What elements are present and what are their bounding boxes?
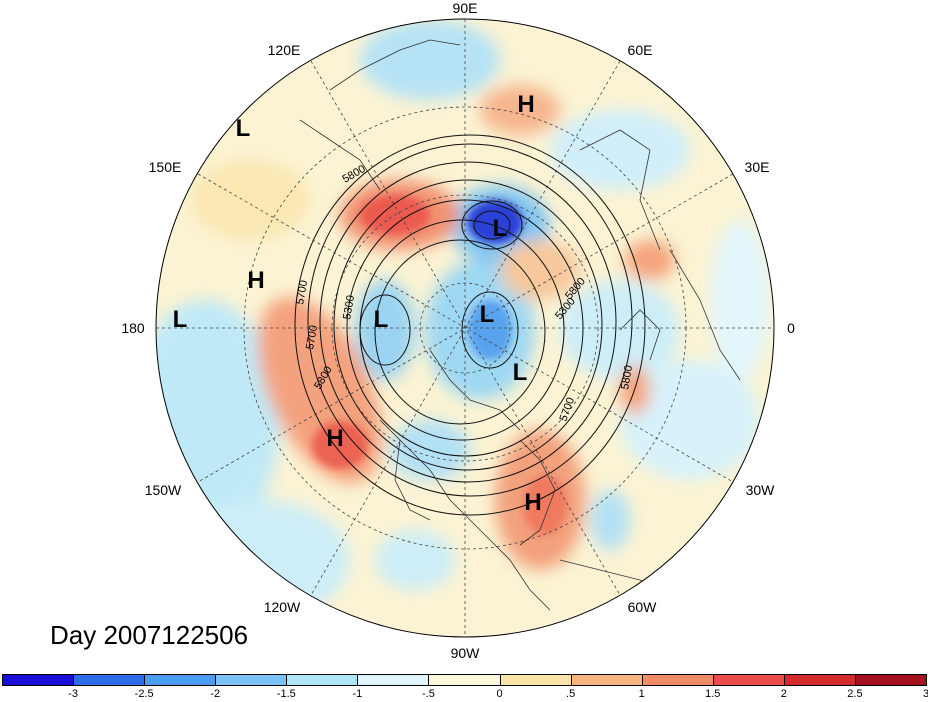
pressure-center-label: L — [493, 215, 508, 242]
contour-label: 5800 — [619, 364, 635, 390]
colorbar-tick-label: -1 — [352, 688, 363, 700]
colorbar-tick-label: 2.5 — [847, 688, 863, 700]
pressure-center-label: H — [517, 91, 534, 118]
colorbar-box — [286, 674, 359, 686]
colorbar-tick-label: .5 — [566, 688, 576, 700]
colorbar-tick-label: 1 — [638, 688, 645, 700]
colorbar-box — [641, 674, 714, 686]
colorbar-box — [144, 674, 217, 686]
colorbar-box — [570, 674, 643, 686]
colorbar-tick-label: 0 — [496, 688, 503, 700]
colorbar-box — [499, 674, 572, 686]
colorbar-tick-label: -3 — [68, 688, 78, 700]
colorbar-tick-label: -2 — [210, 688, 221, 700]
colorbar-tick-label: 1.5 — [705, 688, 721, 700]
colorbar-tick-label: -2.5 — [134, 688, 154, 700]
colorbar-box — [854, 674, 927, 686]
map-boundary — [155, 18, 775, 638]
date-label: Day 2007122506 — [50, 620, 249, 650]
pressure-center-label: L — [173, 306, 188, 333]
lon-label-60e: 60E — [628, 42, 653, 58]
colorbar-box — [428, 674, 501, 686]
contour-label: 5700 — [304, 324, 320, 350]
colorbar-tick-label: -1.5 — [276, 688, 296, 700]
coastlines — [299, 39, 741, 611]
colorbar-box — [2, 674, 75, 686]
lon-label-120w: 120W — [264, 599, 301, 615]
lon-label-30e: 30E — [745, 159, 770, 175]
colorbar-box — [712, 674, 785, 686]
colorbar-box — [73, 674, 146, 686]
contour-label: 5700 — [294, 279, 310, 305]
height-contours — [294, 134, 646, 516]
colorbar-box — [357, 674, 430, 686]
anomaly-field — [156, 19, 774, 637]
pressure-center-label: H — [524, 489, 541, 516]
colorbar-tick-label: 3 — [922, 688, 928, 700]
lon-label-150e: 150E — [149, 159, 182, 175]
graticule — [156, 19, 774, 637]
lon-label-180: 180 — [121, 320, 145, 336]
colorbar-tick-label: 2 — [780, 688, 787, 700]
lon-label-60w: 60W — [628, 599, 658, 615]
lon-label-120e: 120E — [268, 42, 301, 58]
lon-label-30w: 30W — [746, 482, 776, 498]
colorbar-box — [783, 674, 856, 686]
colorbar-tick-label: -.5 — [422, 688, 435, 700]
colorbar: -3 -2.5 -2 -1.5 -1 -.5 0 .5 1 1.5 2 2.5 3 — [0, 674, 928, 702]
pressure-center-label: H — [247, 267, 264, 294]
lon-label-150w: 150W — [145, 482, 182, 498]
pressure-center-label: L — [236, 115, 251, 142]
pressure-center-label: L — [374, 306, 389, 333]
lon-label-90w: 90W — [451, 645, 481, 661]
lon-label-0: 0 — [787, 320, 795, 336]
pressure-center-label: H — [326, 425, 343, 452]
contour-label: 5300 — [341, 294, 357, 320]
pressure-center-label: L — [480, 301, 495, 328]
colorbar-box — [215, 674, 288, 686]
lon-label-90e: 90E — [453, 0, 478, 16]
pressure-center-label: L — [513, 359, 528, 386]
